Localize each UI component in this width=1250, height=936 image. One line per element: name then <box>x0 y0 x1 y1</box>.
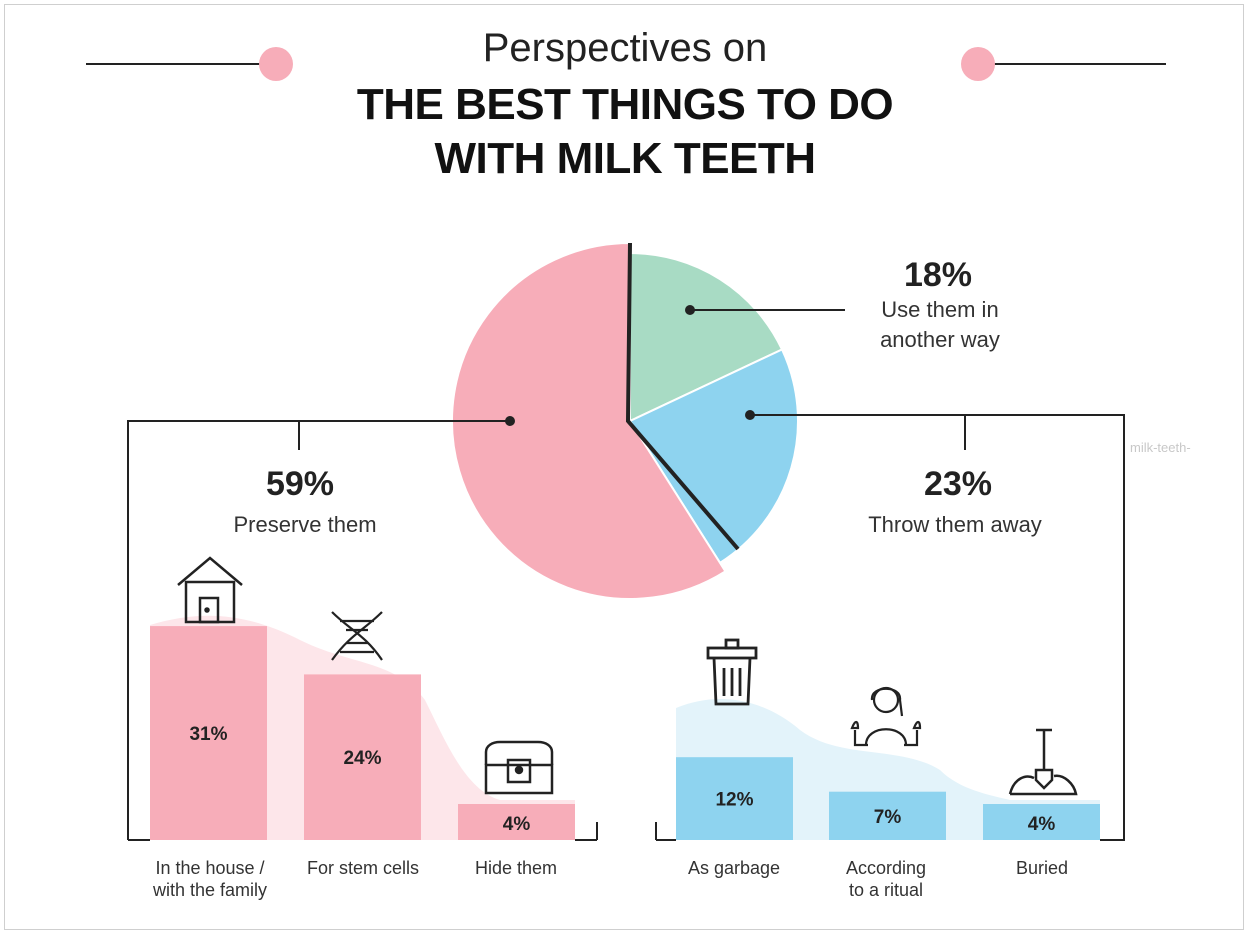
preserve-percent: 59% <box>265 465 335 503</box>
ritual-person-icon <box>850 686 922 747</box>
header-dot-left <box>259 47 293 81</box>
other-label-line-2: another way <box>880 327 1000 352</box>
other-label-line-1: Use them in <box>881 297 999 322</box>
title-line-1: THE BEST THINGS TO DO <box>356 80 894 129</box>
dna-icon <box>331 611 383 661</box>
category-label-ritual: According to a ritual <box>806 857 966 901</box>
other-dot <box>685 305 695 315</box>
trash-can-icon <box>706 638 758 706</box>
bar-value-label: 7% <box>874 807 902 828</box>
throw-label: Throw them away <box>868 512 1042 537</box>
preserve-dot <box>505 416 515 426</box>
throw-bracket <box>750 414 1125 841</box>
category-label-house: In the house / with the family <box>130 857 290 901</box>
pie-chart <box>451 241 799 600</box>
category-label-buried: Buried <box>1015 858 1069 878</box>
watermark: milk-teeth- <box>1130 440 1191 455</box>
category-label-stem-cells: For stem cells <box>306 858 420 878</box>
title-line-2: WITH MILK TEETH <box>434 134 816 183</box>
bar-in-the-house-with-the-family <box>150 626 267 840</box>
bar-groups: 31% 24% 4% 12% 7% 4% <box>150 626 1100 840</box>
house-icon <box>177 556 243 624</box>
category-label-ritual-line-2: to a ritual <box>848 880 924 900</box>
category-label-house-line-1: In the house / <box>155 858 265 878</box>
pie-separator <box>625 242 740 551</box>
pie-slice-preserve-them <box>451 241 727 600</box>
preserve-bracket <box>127 420 510 840</box>
bar-hide-them <box>458 804 575 840</box>
preserve-label: Preserve them <box>233 512 377 537</box>
category-label-ritual-line-1: According <box>845 858 927 878</box>
category-label-hide: Hide them <box>474 858 558 878</box>
bar-for-stem-cells <box>304 674 421 840</box>
bar-according-to-a-ritual <box>829 791 946 840</box>
header-dot-right <box>961 47 995 81</box>
throw-dot <box>745 410 755 420</box>
bar-value-label: 4% <box>1028 814 1056 835</box>
treasure-chest-icon <box>484 740 554 795</box>
infographic-frame <box>4 4 1244 930</box>
subtitle: Perspectives on <box>482 26 768 70</box>
bar-value-label: 4% <box>503 814 531 835</box>
pie-slice-throw-them-away <box>628 348 799 565</box>
throw-percent: 23% <box>923 465 993 503</box>
category-label-house-line-2: with the family <box>152 880 268 900</box>
bar-value-label: 31% <box>189 724 227 745</box>
category-label-garbage: As garbage <box>687 858 781 878</box>
pie-slice-use-them-in-another-way <box>629 251 784 423</box>
bar-as-garbage <box>676 757 793 840</box>
bar-buried <box>983 804 1100 840</box>
bar-value-label: 12% <box>715 790 753 811</box>
shovel-icon <box>1008 728 1078 796</box>
bar-value-label: 24% <box>343 748 381 769</box>
other-percent: 18% <box>903 256 973 294</box>
